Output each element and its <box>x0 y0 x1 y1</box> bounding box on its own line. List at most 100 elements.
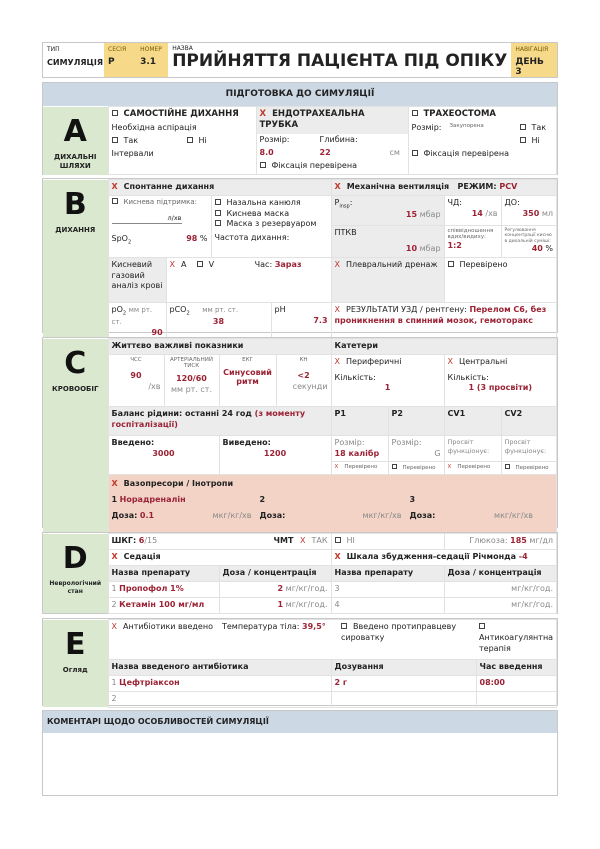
checkbox[interactable] <box>111 110 118 116</box>
c-unit: мкг/кг/хв <box>212 510 252 520</box>
b-pinsp-val: 15 <box>405 210 418 220</box>
checkbox-nasal[interactable] <box>214 198 221 205</box>
section-b-breathing: B ДИХАННЯ X Спонтанне дихання X Механічна в… <box>42 178 558 342</box>
a-yes: Так <box>123 136 139 146</box>
b-spont: Спонтанне дихання <box>123 182 215 191</box>
d-gcs-max: /15 <box>144 536 158 545</box>
cell: ПТКВ 10 мбар співвідношення вдих/видиху: 1… <box>43 224 558 258</box>
checkbox-no[interactable] <box>334 537 341 543</box>
comments-field[interactable] <box>43 733 557 795</box>
b-pleural: Плевральний дренаж <box>346 259 438 269</box>
cell: Pinsp: 15 мбар <box>330 194 445 226</box>
a-fix: Фіксація перевірена <box>271 160 358 170</box>
checkbox-anticoag[interactable] <box>479 623 485 629</box>
b-ph: pH <box>274 304 286 314</box>
checkbox-yes[interactable] <box>111 137 118 144</box>
b-fio2-val: 40 <box>531 243 543 253</box>
cell: C КРОВООБІГ Життєво важливі показники Кат… <box>43 338 558 538</box>
b-pct2: % <box>545 243 553 253</box>
d-rows-1-dose: 1 <box>277 599 284 609</box>
header-session-value: P <box>108 57 115 67</box>
a-yes2: Так <box>531 123 547 133</box>
cell: 2 мг/кг/год. <box>218 580 332 598</box>
table-row: 1 Пропофол 1% 2 мг/кг/год. 3 мг/кг/год. <box>43 580 557 598</box>
cell: Киснева підтримка: л/хв SpO2 98 % <box>107 194 212 258</box>
cell: Введено: 3000 Виведено: 1200 Розмір: 18 кал… <box>43 434 558 475</box>
checkbox-no[interactable] <box>186 137 193 144</box>
b-mv: Механічна вентиляція <box>346 182 450 191</box>
x-mark-icon: X <box>334 182 341 191</box>
cell: X Центральні <box>448 357 553 368</box>
c-balance-red: (з моменту госпіталізації) <box>111 408 306 429</box>
b-o2: Киснева підтримка: <box>123 197 197 206</box>
b-mmhg: мм рт. ст. <box>202 305 239 314</box>
cell: 1 Цефтріаксон <box>107 674 332 692</box>
checkbox-o2[interactable] <box>111 197 118 204</box>
c-count: Кількість: <box>334 372 376 382</box>
checkbox-checked[interactable] <box>447 260 454 267</box>
cell: 1 мг/кг/год. <box>218 596 332 614</box>
b-pinsp: P <box>334 197 340 207</box>
x-mark-icon: X <box>111 182 118 191</box>
letter-a: A ДИХАЛЬНІ ШЛЯХИ <box>43 106 108 175</box>
c-hr-val: 90 <box>130 371 142 381</box>
checkbox-yes[interactable] <box>519 124 526 131</box>
c-dose: Доза: <box>259 510 286 520</box>
c-name: КРОВООБІГ <box>52 384 99 393</box>
e-anticoag: Антикоагулянтна терапія <box>479 632 554 653</box>
cell: 350 мл <box>505 209 553 220</box>
checkbox-tetanus[interactable] <box>341 623 347 629</box>
b-pco2: pCO <box>169 304 187 314</box>
section-d-neuro: D Неврологічний стан ШКГ: 6/15 ЧМТ X ТАК НІ… <box>42 532 558 614</box>
b-checked: Перевірено <box>459 259 508 269</box>
cell: Назальна канюля Киснева маска Маска з ре… <box>210 194 332 258</box>
prep-title: ПІДГОТОВКА ДО СИМУЛЯЦІЇ <box>43 83 557 106</box>
x-mark-icon: X <box>334 356 341 366</box>
x-mark-icon: X <box>111 622 117 631</box>
checkbox-mask[interactable] <box>214 209 221 216</box>
section-e-exposure: E Огляд X Антибіотики введено Температура … <box>42 618 558 708</box>
cell: Розмір: Закупорена Так <box>409 122 557 135</box>
checkbox-v[interactable] <box>196 260 203 267</box>
checkbox-reservoir[interactable] <box>214 220 221 227</box>
checkbox[interactable] <box>411 110 418 116</box>
cell: Фіксація перевірена <box>409 148 557 161</box>
checkbox-fixation[interactable] <box>411 150 418 157</box>
cell: C КРОВООБІГ Життєво важливі показники Кат… <box>43 338 558 538</box>
checkbox[interactable] <box>391 464 397 470</box>
b-v-opt: V <box>208 259 215 269</box>
d-sed: Седація <box>123 552 161 561</box>
cell: Киснева маска <box>214 209 328 220</box>
c-central: Центральні <box>459 356 508 366</box>
c-checked: Перевірено <box>402 465 436 472</box>
cell: Розмір: 18 калібр <box>330 434 389 463</box>
cell: Глюкоза: 185 мг/дл <box>443 533 557 550</box>
checkbox[interactable] <box>504 464 510 470</box>
b-do-val: 350 <box>522 208 540 218</box>
b-ie-val: 1:2 <box>447 240 462 250</box>
e-tetanus: Введено протиправцеву сироватку <box>341 622 457 642</box>
cell: 1 Норадреналін <box>112 495 260 506</box>
cell: Введено: 3000 <box>107 434 220 475</box>
cell: Назва препарату Доза / концентрація Назва … <box>43 565 557 582</box>
checkbox-no[interactable] <box>519 137 526 144</box>
b-spo2-sub: 2 <box>127 239 132 246</box>
d-glucose-unit: мг/дл <box>529 536 553 545</box>
sim-type: ТИП СИМУЛЯЦІЯ <box>43 43 104 77</box>
header-nav-label: НАВІГАЦІЯ <box>515 46 549 53</box>
cell: 8.0 22 см <box>257 147 408 160</box>
c-checked: Перевірено <box>457 464 491 471</box>
b-pinsp-sub: insp <box>339 203 350 210</box>
checkbox-fixation[interactable] <box>259 161 266 168</box>
cell: ШКГ: 6/15 ЧМТ X ТАК <box>107 533 332 550</box>
c-p1: P1 <box>330 405 389 436</box>
cell: A ДИХАЛЬНІ ШЛЯХИ САМОСТІЙНЕ ДИХАННЯ Необх… <box>43 106 557 175</box>
b-po2: pO <box>111 304 123 314</box>
cell: A ДИХАЛЬНІ ШЛЯХИ САМОСТІЙНЕ ДИХАННЯ Необх… <box>43 106 557 175</box>
number: НОМЕР 3.1 <box>136 43 169 77</box>
cell: ЕКГ Синусовий ритм <box>218 353 277 407</box>
header-number-label: НОМЕР <box>140 46 162 53</box>
cell: X Шкала збудження-седації Річмонда -4 <box>330 549 557 566</box>
cell: Доза: мкг/кг/хв <box>410 511 554 522</box>
c-v1: Норадреналін <box>119 494 186 504</box>
